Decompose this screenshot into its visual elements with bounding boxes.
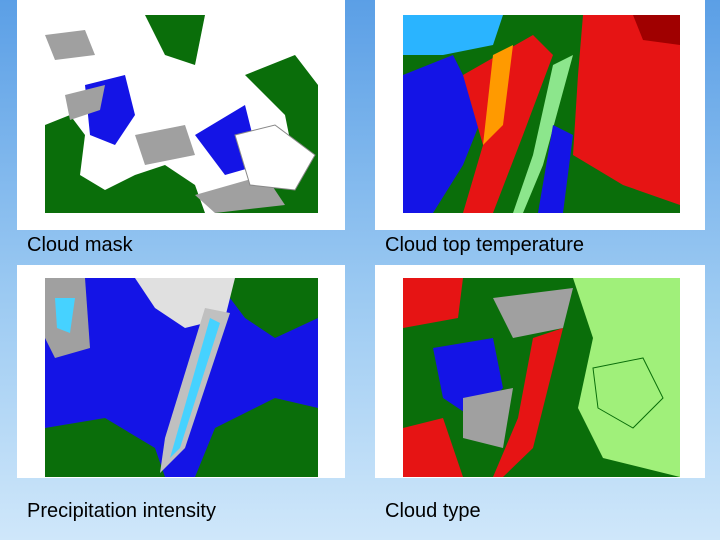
precipitation-intensity-map — [45, 278, 318, 477]
caption: Cloud mask — [27, 234, 133, 256]
cloud-top-temperature-map — [403, 15, 680, 213]
cloud-type-map — [403, 278, 680, 477]
caption: Cloud top temperature — [385, 234, 585, 256]
caption: Precipitation intensity — [27, 500, 216, 522]
caption: Cloud type — [385, 500, 481, 522]
cloud-mask-map — [45, 15, 318, 213]
